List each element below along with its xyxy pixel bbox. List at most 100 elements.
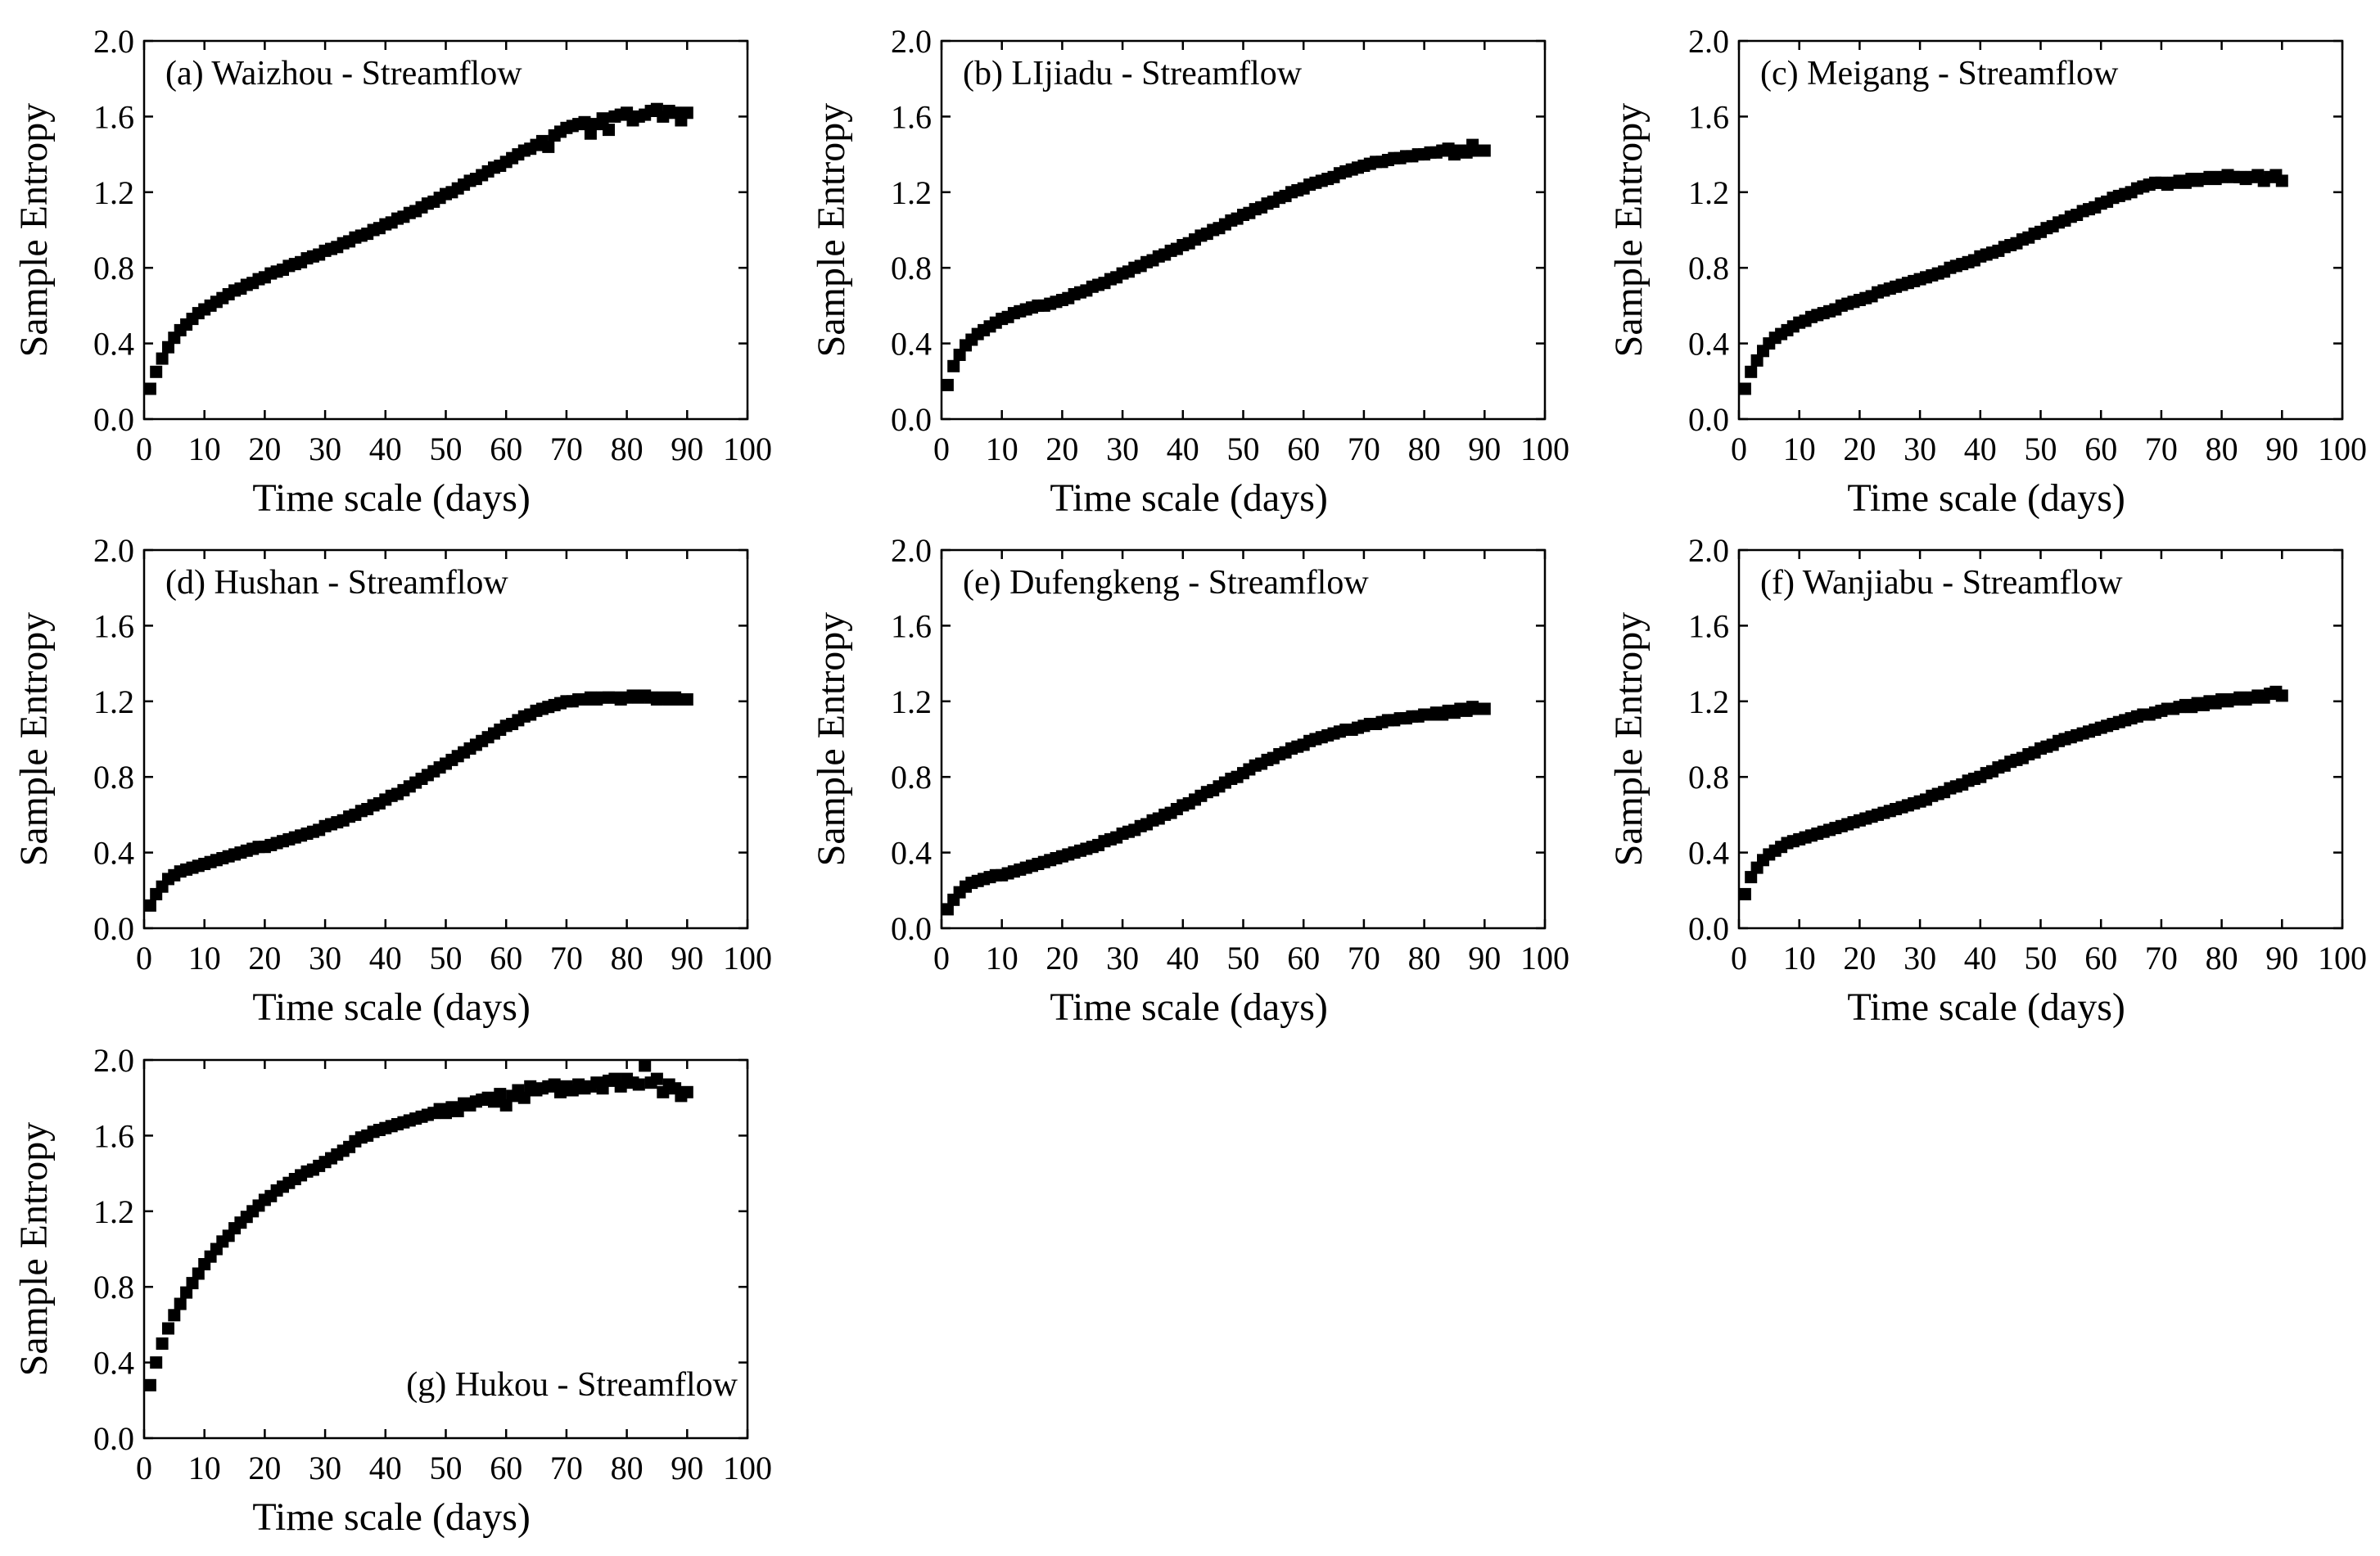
data-point (1738, 887, 1751, 900)
x-tick-label: 0 (933, 940, 950, 976)
y-tick-label: 0.8 (891, 759, 932, 796)
panel-title: (a) Waizhou - Streamflow (165, 55, 522, 92)
x-tick-label: 0 (136, 431, 152, 467)
x-tick-label: 100 (723, 940, 772, 976)
y-tick-label: 0.0 (1688, 401, 1729, 438)
panel-a: 0 10 20 30 40 50 60 70 80 90 100 0.0 0.4 0.8 1.2 1.6 2.0… (12, 23, 772, 520)
plot-frame (940, 548, 1547, 930)
y-tick-label: 0.0 (891, 401, 932, 438)
x-tick-label: 90 (671, 431, 703, 467)
y-tick-label: 0.4 (1688, 835, 1729, 872)
x-tick-label: 60 (1287, 940, 1320, 976)
panel-title: (c) Meigang - Streamflow (1760, 55, 2119, 92)
x-tick-label: 60 (490, 940, 522, 976)
data-point (494, 1088, 507, 1101)
y-tick-label: 1.2 (93, 1193, 134, 1230)
x-tick-label: 20 (1045, 940, 1078, 976)
y-tick-label: 1.2 (93, 683, 134, 720)
plot-frame (142, 39, 749, 421)
x-tick-label: 40 (1964, 431, 1997, 467)
x-tick-label: 100 (1520, 431, 1569, 467)
x-tick-label: 100 (2318, 940, 2367, 976)
x-axis-title: Time scale (days) (1050, 476, 1328, 520)
y-tick-label: 2.0 (1688, 23, 1729, 60)
data-point (947, 359, 960, 372)
x-tick-label: 60 (490, 431, 522, 467)
x-tick-label: 10 (986, 940, 1018, 976)
x-tick-label: 90 (671, 940, 703, 976)
data-point (186, 1277, 199, 1290)
y-tick-label: 1.2 (93, 174, 134, 211)
data-point (168, 1309, 181, 1322)
y-tick-label: 0.8 (891, 250, 932, 286)
data-point (680, 693, 693, 706)
x-tick-label: 100 (723, 1450, 772, 1486)
data-point (680, 1085, 693, 1098)
x-tick-label: 80 (611, 1450, 644, 1486)
y-tick-label: 1.6 (1688, 607, 1729, 644)
x-tick-label: 10 (1783, 940, 1816, 976)
y-tick-label: 0.4 (891, 835, 932, 872)
data-point (517, 1091, 531, 1104)
x-tick-label: 0 (1731, 940, 1747, 976)
plot-frame (940, 39, 1547, 421)
y-tick-label: 1.6 (93, 1117, 134, 1154)
y-tick-label: 1.6 (891, 607, 932, 644)
data-point (143, 899, 156, 912)
x-tick-label: 40 (1167, 940, 1199, 976)
x-tick-label: 70 (2145, 431, 2178, 467)
panel-b: 0 10 20 30 40 50 60 70 80 90 100 0.0 0.4 0.8 1.2 1.6 2.0… (810, 23, 1569, 520)
data-point (192, 1267, 205, 1280)
y-tick-label: 2.0 (891, 532, 932, 569)
panel-title: (e) Dufengkeng - Streamflow (963, 564, 1369, 602)
plot-frame (1737, 548, 2344, 930)
x-tick-label: 100 (2318, 431, 2367, 467)
x-tick-label: 90 (1468, 940, 1501, 976)
y-tick-label: 0.4 (93, 326, 134, 363)
data-point (499, 1098, 513, 1112)
data-point (143, 1378, 156, 1391)
x-axis-title: Time scale (days) (252, 476, 531, 520)
x-tick-label: 80 (2206, 940, 2238, 976)
x-tick-label: 70 (550, 1450, 583, 1486)
x-tick-label: 90 (671, 1450, 703, 1486)
x-tick-label: 40 (1167, 431, 1199, 467)
data-point (2275, 689, 2288, 702)
data-point (150, 365, 163, 378)
y-tick-label: 0.4 (93, 835, 134, 872)
data-point (632, 1078, 645, 1091)
x-tick-label: 20 (248, 431, 281, 467)
y-axis-title: Sample Entropy (810, 103, 853, 358)
data-point (143, 382, 156, 395)
y-tick-label: 0.0 (93, 1420, 134, 1457)
y-tick-label: 0.8 (93, 250, 134, 286)
panel-title: (b) LIjiadu - Streamflow (963, 55, 1303, 92)
x-tick-label: 100 (1520, 940, 1569, 976)
x-tick-label: 40 (369, 940, 402, 976)
y-tick-label: 1.6 (93, 98, 134, 135)
x-tick-label: 50 (430, 1450, 463, 1486)
x-tick-label: 70 (550, 940, 583, 976)
data-point (1478, 702, 1491, 715)
data-point (680, 106, 693, 120)
y-tick-label: 1.6 (1688, 98, 1729, 135)
y-tick-label: 2.0 (93, 1042, 134, 1079)
y-tick-label: 1.2 (1688, 683, 1729, 720)
y-tick-label: 1.6 (891, 98, 932, 135)
data-point (180, 1286, 193, 1299)
x-tick-label: 10 (986, 431, 1018, 467)
data-point (603, 124, 615, 137)
x-tick-label: 20 (248, 1450, 281, 1486)
x-tick-label: 40 (369, 431, 402, 467)
x-tick-label: 80 (1408, 940, 1441, 976)
y-axis-title: Sample Entropy (12, 1122, 56, 1377)
panel-c: 0 10 20 30 40 50 60 70 80 90 100 0.0 0.4 0.8 1.2 1.6 2.0… (1607, 23, 2367, 520)
x-tick-label: 50 (430, 940, 463, 976)
y-tick-label: 0.8 (93, 1269, 134, 1306)
x-tick-label: 50 (430, 431, 463, 467)
data-point (1745, 365, 1758, 378)
x-tick-label: 10 (188, 1450, 221, 1486)
x-tick-label: 100 (723, 431, 772, 467)
y-tick-label: 2.0 (93, 532, 134, 569)
